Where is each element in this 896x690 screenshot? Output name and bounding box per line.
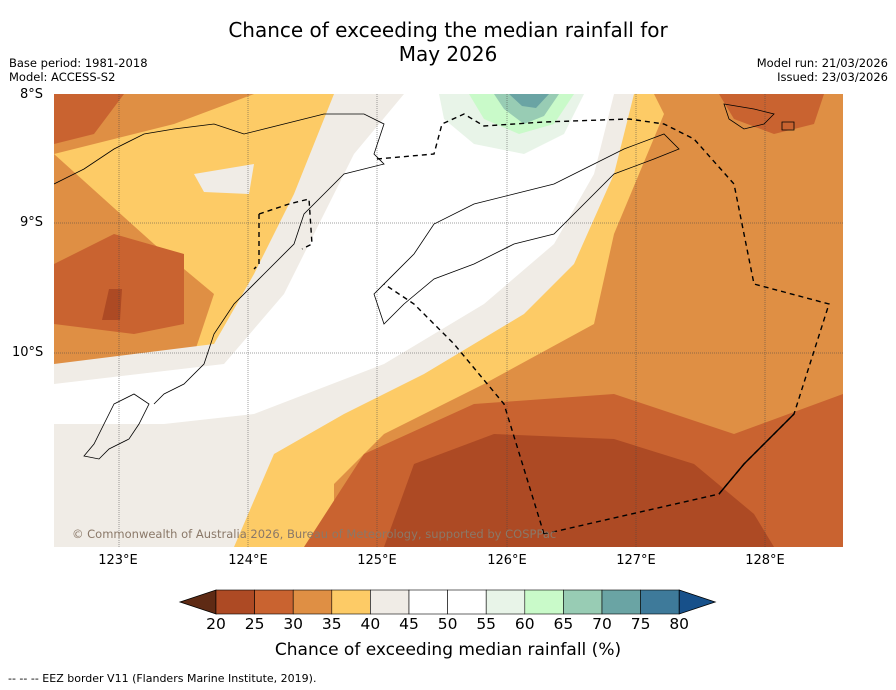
colorbar-tick: 75 xyxy=(630,615,651,633)
eez-border xyxy=(253,113,830,535)
colorbar-extend-high xyxy=(678,589,717,615)
colorbar-cells xyxy=(178,589,717,615)
colorbar-tick: 50 xyxy=(437,615,458,633)
base-period: Base period: 1981-2018 xyxy=(9,56,148,70)
lat-label-10s: 10°S xyxy=(12,345,44,360)
colorbar-cell xyxy=(447,589,487,615)
colorbar xyxy=(178,589,717,615)
zone-20-25-south xyxy=(384,434,774,547)
colorbar-cell xyxy=(601,589,641,615)
colorbar-tick: 30 xyxy=(283,615,304,633)
title-line-2: May 2026 xyxy=(398,42,498,66)
colorbar-tick: 55 xyxy=(476,615,497,633)
lon-label-127e: 127°E xyxy=(616,553,656,568)
lon-label-123e: 123°E xyxy=(98,553,138,568)
colorbar-tick: 20 xyxy=(206,615,226,633)
lon-label-124e: 124°E xyxy=(228,553,268,568)
lat-label-8s: 8°S xyxy=(20,87,44,102)
colorbar-cell xyxy=(215,589,255,615)
colorbar-tick: 60 xyxy=(514,615,535,633)
colorbar-cell xyxy=(408,589,448,615)
lon-label-125e: 125°E xyxy=(357,553,397,568)
colorbar-tick: 25 xyxy=(244,615,265,633)
colorbar-cell xyxy=(524,589,564,615)
lat-label-9s: 9°S xyxy=(20,215,44,230)
zone-45-55 xyxy=(54,94,614,424)
colorbar-cell xyxy=(563,589,603,615)
zone-40-45-island xyxy=(194,164,254,194)
zone-65-70 xyxy=(494,94,559,124)
title-line-1: Chance of exceeding the median rainfall … xyxy=(228,18,668,42)
map-title: Chance of exceeding the median rainfall … xyxy=(0,18,896,66)
colorbar-tick: 45 xyxy=(399,615,419,633)
colorbar-cell xyxy=(485,589,526,615)
copyright-notice: © Commonwealth of Australia 2026, Bureau… xyxy=(72,527,556,541)
lon-label-126e: 126°E xyxy=(487,553,527,568)
colorbar-label: Chance of exceeding median rainfall (%) xyxy=(274,640,622,660)
rainfall-map: © Commonwealth of Australia 2026, Bureau… xyxy=(54,94,843,547)
colorbar-tick: 35 xyxy=(321,615,342,633)
run-info: Model run: 21/03/2026 Issued: 23/03/2026 xyxy=(757,56,888,84)
zone-70-75 xyxy=(509,94,549,108)
colorbar-tick: 40 xyxy=(360,615,381,633)
colorbar-tick: 70 xyxy=(592,615,612,633)
colorbar-extend-low xyxy=(178,589,217,615)
zone-25-30-nw xyxy=(54,94,124,144)
zone-20-25-west xyxy=(102,289,122,320)
colorbar-tick: 80 xyxy=(669,615,690,633)
colorbar-cell xyxy=(331,589,371,615)
colorbar-cell xyxy=(370,589,410,615)
lon-label-128e: 128°E xyxy=(745,553,785,568)
eez-footnote: -- -- -- EEZ border V11 (Flanders Marine… xyxy=(8,672,317,685)
base-period-info: Base period: 1981-2018 Model: ACCESS-S2 xyxy=(9,56,148,84)
issued-date: Issued: 23/03/2026 xyxy=(777,70,888,84)
colorbar-cell xyxy=(640,589,680,615)
zone-25-30-ne xyxy=(719,94,824,134)
colorbar-cell xyxy=(254,589,294,615)
model-name: Model: ACCESS-S2 xyxy=(9,70,116,84)
colorbar-cell xyxy=(292,589,333,615)
graticule xyxy=(54,94,843,547)
model-run-date: Model run: 21/03/2026 xyxy=(756,56,888,70)
colorbar-tick: 65 xyxy=(553,615,574,633)
